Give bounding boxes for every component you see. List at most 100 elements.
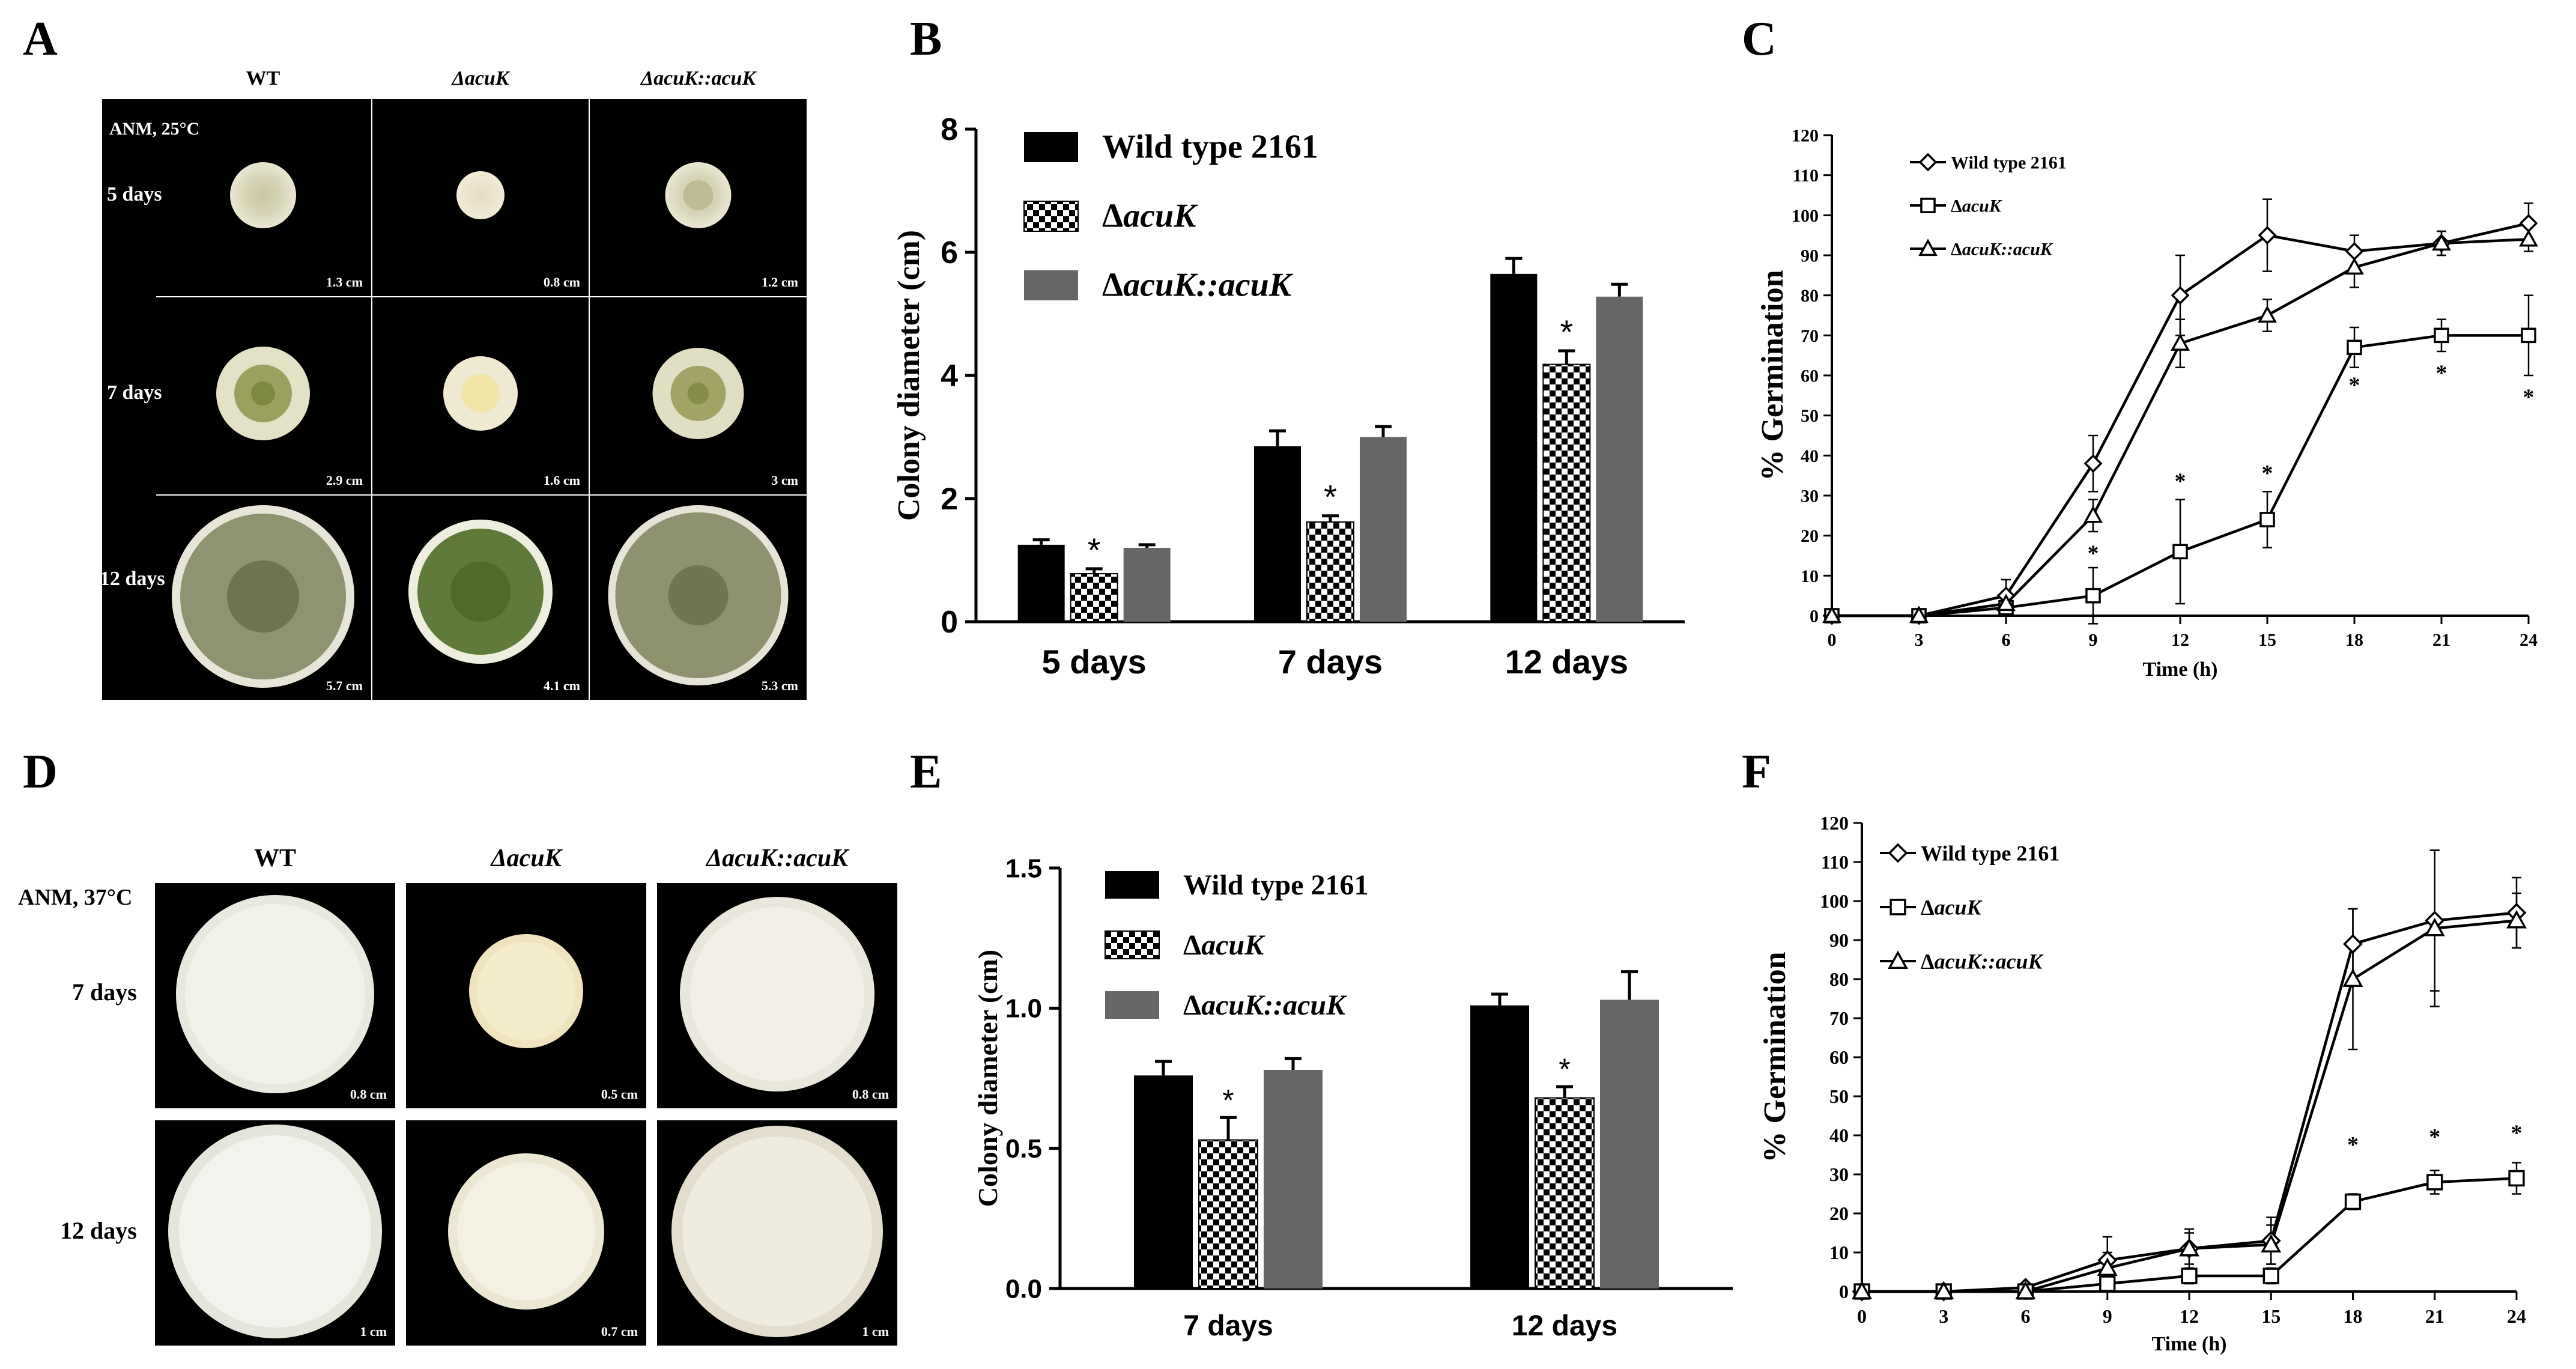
data-point xyxy=(2172,544,2188,560)
x-axis-label: Time (h) xyxy=(2152,1333,2227,1355)
data-point xyxy=(2261,1234,2282,1252)
panel-a-cell-comp-5d: 1.2 cm xyxy=(590,99,807,296)
panel-a-condition: ANM, 25°C xyxy=(109,119,200,139)
x-tick-label: 3 xyxy=(1939,1305,1948,1327)
y-tick-label: 110 xyxy=(1821,851,1849,873)
legend-swatch xyxy=(1024,270,1078,300)
data-point xyxy=(2258,226,2277,245)
bar xyxy=(1596,296,1643,622)
panel-d-col-head: WT xyxy=(253,845,296,872)
legend-label: ΔacuK::acuK xyxy=(1921,950,2044,974)
panel-a-cell-wt-7d: 2.9 cm xyxy=(155,297,371,494)
legend-label: ΔacuK xyxy=(1951,196,2002,216)
y-tick-label: 0 xyxy=(1810,607,1819,627)
category-label: 7 days xyxy=(1278,643,1383,681)
legend-label: ΔacuK xyxy=(1183,929,1265,961)
y-axis-label: % Germination xyxy=(1758,952,1792,1162)
y-tick-label: 20 xyxy=(1801,526,1819,546)
data-point xyxy=(1822,606,1841,624)
y-axis-label: % Germination xyxy=(1756,270,1790,481)
x-tick-label: 24 xyxy=(2507,1305,2526,1327)
data-point xyxy=(1888,843,1908,863)
data-point xyxy=(2508,1170,2525,1187)
panel-d-condition: ANM, 37°C xyxy=(18,885,133,910)
bar xyxy=(1198,1139,1258,1289)
bar xyxy=(1306,521,1354,623)
panel-d-cell-dacuk-7d: 0.5 cm xyxy=(406,883,646,1108)
data-point xyxy=(2262,1267,2279,1284)
significance-mark: * xyxy=(2262,461,2273,486)
y-tick-label: 0 xyxy=(941,605,958,640)
legend-label: ΔacuK::acuK xyxy=(1951,240,2053,260)
y-tick-label: 60 xyxy=(1801,366,1819,386)
y-tick-label: 20 xyxy=(1829,1203,1849,1224)
y-tick-label: 120 xyxy=(1792,126,1819,146)
y-tick-label: 0.5 xyxy=(1005,1134,1042,1164)
legend-label: ΔacuK::acuK xyxy=(1102,267,1294,304)
bar xyxy=(1490,273,1538,622)
panel-a-row-label: 5 days xyxy=(107,183,162,205)
legend-label: ΔacuK xyxy=(1921,896,1983,920)
panel-d-col-head: ΔacuK::acuK xyxy=(706,845,849,872)
colony-size-label: 0.5 cm xyxy=(601,1087,638,1102)
panel-a-cell-comp-7d: 3 cm xyxy=(590,297,807,494)
x-tick-label: 6 xyxy=(2021,1305,2031,1327)
bar xyxy=(1535,1097,1595,1289)
bar xyxy=(1542,363,1591,622)
data-point xyxy=(2424,917,2445,936)
y-tick-label: 0 xyxy=(1839,1281,1849,1302)
data-point xyxy=(2342,968,2363,987)
significance-mark: * xyxy=(2347,1132,2359,1158)
data-point xyxy=(2258,305,2277,323)
data-point xyxy=(1996,593,2016,612)
legend-label: Wild type 2161 xyxy=(1921,842,2059,866)
x-tick-label: 18 xyxy=(2344,1305,2363,1327)
panel-a-cell-dacuk-12d: 4.1 cm xyxy=(372,496,589,700)
colony-size-label: 0.8 cm xyxy=(852,1087,889,1102)
legend-label: Wild type 2161 xyxy=(1183,869,1368,901)
significance-mark: * xyxy=(2523,385,2535,410)
y-tick-label: 70 xyxy=(1829,1007,1849,1029)
significance-mark: * xyxy=(1222,1083,1234,1117)
panel-letter-a: A xyxy=(23,13,58,65)
colony-size-label: 2.9 cm xyxy=(326,473,363,488)
y-tick-label: 120 xyxy=(1820,812,1849,834)
category-label: 5 days xyxy=(1041,643,1146,681)
y-tick-label: 50 xyxy=(1829,1085,1849,1107)
category-label: 12 days xyxy=(1512,1310,1617,1342)
colony-size-label: 5.7 cm xyxy=(326,678,363,693)
y-tick-label: 80 xyxy=(1801,286,1819,306)
significance-mark: * xyxy=(1559,1052,1570,1086)
data-point xyxy=(1890,899,1906,915)
significance-mark: * xyxy=(2511,1121,2523,1146)
y-tick-label: 10 xyxy=(1801,566,1819,586)
data-point xyxy=(1933,1281,1954,1299)
panel-d-cell-dacuk-12d: 0.7 cm xyxy=(406,1120,646,1346)
bar xyxy=(1134,1075,1193,1289)
legend-swatch xyxy=(1105,991,1159,1019)
legend-label: ΔacuK::acuK xyxy=(1183,989,1347,1021)
data-point xyxy=(2015,1281,2036,1299)
panel-letter-f: F xyxy=(1742,745,1771,798)
legend-label: ΔacuK xyxy=(1102,198,1198,235)
colony-size-label: 1.6 cm xyxy=(543,473,580,488)
x-tick-label: 0 xyxy=(1828,630,1837,650)
panel-d-row-label: 12 days xyxy=(60,1217,137,1244)
x-tick-label: 0 xyxy=(1857,1305,1867,1327)
data-point xyxy=(2343,934,2363,954)
panel-letter-e: E xyxy=(910,745,942,798)
panel-b-bar-chart: 0 2 4 6 8 Colony diameter (cm) * 5 days * 7 days *… xyxy=(892,112,1685,681)
panel-a-cell-comp-12d: 5.3 cm xyxy=(590,496,807,700)
bar xyxy=(1254,446,1301,622)
panel-a-col-head: ΔacuK::acuK xyxy=(640,67,756,90)
data-point xyxy=(2521,327,2536,344)
category-label: 7 days xyxy=(1183,1310,1273,1342)
y-tick-label: 2 xyxy=(941,482,958,517)
data-point xyxy=(2519,214,2538,233)
legend-swatch xyxy=(1105,871,1159,899)
colony-size-label: 0.8 cm xyxy=(543,275,580,290)
significance-mark: * xyxy=(2088,541,2099,566)
panel-letter-b: B xyxy=(910,13,942,65)
data-point xyxy=(1918,238,1938,256)
y-tick-label: 40 xyxy=(1801,446,1819,466)
